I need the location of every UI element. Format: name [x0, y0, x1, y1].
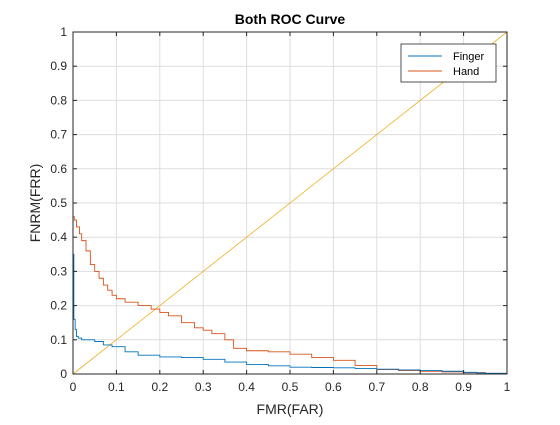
x-tick-label: 0.6: [325, 380, 342, 394]
y-tick-label: 0.9: [50, 59, 67, 73]
y-tick-label: 0.2: [50, 299, 67, 313]
y-tick-label: 0.4: [50, 230, 67, 244]
y-tick-label: 0.6: [50, 162, 67, 176]
x-tick-label: 0.5: [282, 380, 299, 394]
x-tick-label: 0.9: [455, 380, 472, 394]
y-tick-label: 1: [60, 25, 67, 39]
x-tick-label: 0: [70, 380, 77, 394]
ticks: 0 0.1 0.2 0.3 0.4 0.5 0.6 0.7 0.8 0.9 1 0 0.1 0.2 0.3 0…: [50, 25, 510, 394]
x-tick-label: 1: [504, 380, 511, 394]
y-tick-label: 0.7: [50, 128, 67, 142]
x-tick-label: 0.7: [368, 380, 385, 394]
legend: Finger Hand: [400, 43, 497, 83]
y-tick-label: 0.5: [50, 196, 67, 210]
x-tick-label: 0.4: [238, 380, 255, 394]
y-tick-label: 0.8: [50, 93, 67, 107]
x-tick-label: 0.8: [412, 380, 429, 394]
x-tick-label: 0.1: [108, 380, 125, 394]
x-axis-title: FMR(FAR): [257, 401, 324, 417]
legend-label-hand: Hand: [453, 66, 479, 78]
y-tick-label: 0.1: [50, 333, 67, 347]
diagonal-reference-line: [72, 31, 508, 375]
y-tick-label: 0: [60, 367, 67, 381]
x-tick-label: 0.3: [195, 380, 212, 394]
y-tick-label: 0.3: [50, 264, 67, 278]
x-tick-label: 0.2: [151, 380, 168, 394]
legend-label-finger: Finger: [453, 51, 485, 63]
legend-box: [400, 43, 497, 83]
plot-area: 0 0.1 0.2 0.3 0.4 0.5 0.6 0.7 0.8 0.9 1 0 0.1 0.2 0.3 0…: [50, 25, 510, 394]
chart-title: Both ROC Curve: [235, 11, 346, 27]
y-axis-title: FNRM(FRR): [27, 164, 43, 243]
